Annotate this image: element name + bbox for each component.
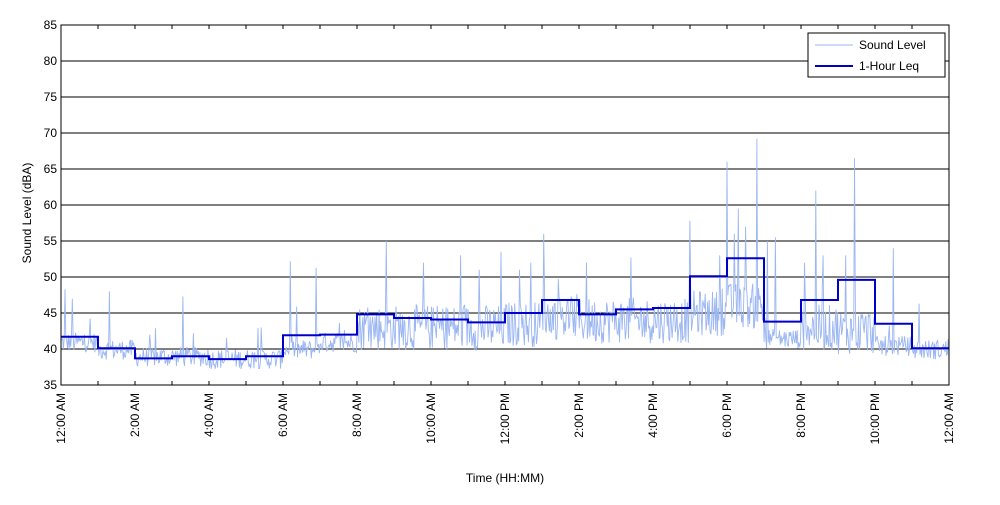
legend-box (807, 32, 946, 78)
x-tick-label: 8:00 PM (794, 393, 808, 438)
x-tick-label: 10:00 PM (868, 393, 882, 444)
x-tick-label: 4:00 AM (202, 393, 216, 437)
y-tick-label: 60 (44, 198, 58, 212)
y-tick-label: 50 (44, 270, 58, 284)
series-1-hour-leq (61, 257, 949, 361)
legend: Sound Level 1-Hour Leq (807, 32, 946, 78)
x-tick-label: 8:00 AM (350, 393, 364, 437)
y-tick-label: 45 (44, 306, 58, 320)
x-tick-label: 2:00 PM (572, 393, 586, 438)
x-tick-label: 12:00 PM (498, 393, 512, 444)
y-tick-label: 40 (44, 342, 58, 356)
y-tick-label: 80 (44, 54, 58, 68)
x-tick-label: 12:00 AM (54, 393, 68, 444)
x-tick-label: 4:00 PM (646, 393, 660, 438)
x-tick-label: 12:00 AM (942, 393, 956, 444)
y-tick-label: 85 (44, 18, 58, 32)
y-tick-label: 70 (44, 126, 58, 140)
x-tick-label: 6:00 AM (276, 393, 290, 437)
y-tick-label: 55 (44, 234, 58, 248)
series-layer (60, 138, 950, 370)
y-tick-label: 35 (44, 378, 58, 392)
series-sound-level (60, 138, 950, 370)
x-tick-label: 10:00 AM (424, 393, 438, 444)
x-tick-label: 6:00 PM (720, 393, 734, 438)
x-axis-label: Time (HH:MM) (466, 471, 544, 485)
x-tick-label: 2:00 AM (128, 393, 142, 437)
grid-layer (61, 60, 949, 350)
y-axis-label: Sound Level (dBA) (20, 163, 34, 264)
legend-sound-level-label: Sound Level (859, 38, 926, 52)
y-tick-label: 65 (44, 162, 58, 176)
legend-leq-label: 1-Hour Leq (859, 59, 919, 73)
ticks-layer: 35 40 45 50 55 60 65 70 75 80 85 12:00 AM 2:00 AM 4:0… (44, 18, 956, 444)
y-tick-label: 75 (44, 90, 58, 104)
